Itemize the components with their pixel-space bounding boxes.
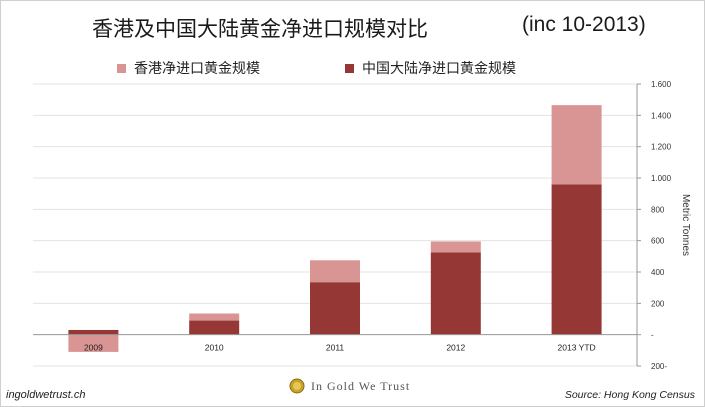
bar-hong-kong xyxy=(430,241,481,253)
legend-label-mainland-china: 中国大陆净进口黄金规模 xyxy=(362,61,516,77)
legend-swatch-hong-kong xyxy=(117,63,126,73)
y-tick-label: 200- xyxy=(651,362,667,371)
y-tick-label: 800 xyxy=(651,205,665,214)
x-tick-label: 2012 xyxy=(446,343,465,353)
legend-label-hong-kong: 香港净进口黄金规模 xyxy=(134,61,260,77)
bar-hong-kong xyxy=(310,260,360,283)
chart-subtitle: (inc 10-2013) xyxy=(522,13,646,36)
brand-logo: In Gold We Trust xyxy=(289,378,410,394)
y-tick-label: 1.600 xyxy=(651,80,672,89)
brand-text: In Gold We Trust xyxy=(311,378,411,393)
footer-website: ingoldwetrust.ch xyxy=(6,389,86,401)
y-tick-label: 1.400 xyxy=(651,111,672,120)
y-tick-label: - xyxy=(651,331,654,340)
x-tick-label: 2010 xyxy=(205,343,224,353)
legend-item-hong-kong: 香港净进口黄金规模 xyxy=(117,58,260,78)
x-tick-label: 2013 YTD xyxy=(558,343,596,353)
legend-item-mainland-china: 中国大陆净进口黄金规模 xyxy=(345,58,516,78)
bar-mainland-china xyxy=(189,320,240,335)
y-tick-label: 200 xyxy=(651,299,665,308)
y-tick-label: 1.200 xyxy=(651,143,672,152)
bar-mainland-china xyxy=(430,252,481,335)
bar-mainland-china xyxy=(310,282,360,335)
bar-hong-kong xyxy=(189,313,240,321)
y-axis-title: Metric Tonnes xyxy=(680,194,691,256)
y-tick-label: 600 xyxy=(651,237,665,246)
y-tick-label: 400 xyxy=(651,268,665,277)
legend-swatch-mainland-china xyxy=(345,63,354,73)
x-tick-label: 2009 xyxy=(84,343,103,353)
bar-hong-kong xyxy=(551,105,602,185)
x-tick-label: 2011 xyxy=(326,343,345,353)
bar-mainland-china xyxy=(68,329,119,335)
bar-hong-kong xyxy=(68,334,119,352)
footer-source: Source: Hong Kong Census xyxy=(564,389,695,401)
bar-mainland-china xyxy=(551,184,602,335)
y-tick-label: 1.000 xyxy=(651,174,672,183)
gold-coin-icon xyxy=(289,378,305,394)
chart-title: 香港及中国大陆黄金净进口规模对比 xyxy=(92,17,428,41)
